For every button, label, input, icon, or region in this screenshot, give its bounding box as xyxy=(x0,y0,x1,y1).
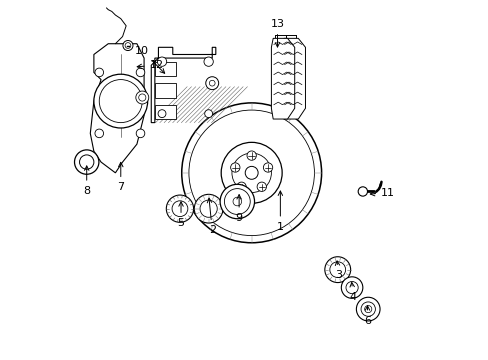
Circle shape xyxy=(341,277,362,298)
Bar xyxy=(155,83,176,98)
Circle shape xyxy=(246,151,256,160)
Polygon shape xyxy=(282,39,305,119)
Circle shape xyxy=(220,184,254,219)
Text: 3: 3 xyxy=(334,261,341,280)
Circle shape xyxy=(182,103,321,243)
Text: 1: 1 xyxy=(276,191,283,231)
Circle shape xyxy=(244,166,258,179)
Circle shape xyxy=(157,57,166,66)
Circle shape xyxy=(136,91,148,104)
Circle shape xyxy=(136,129,144,138)
Text: 13: 13 xyxy=(270,19,284,47)
Circle shape xyxy=(158,110,165,118)
Circle shape xyxy=(357,187,367,196)
Circle shape xyxy=(94,74,147,128)
Text: 5: 5 xyxy=(177,202,184,228)
Bar xyxy=(155,105,176,119)
Circle shape xyxy=(204,110,212,118)
Text: 8: 8 xyxy=(83,166,90,196)
Circle shape xyxy=(221,142,282,203)
Bar xyxy=(155,62,176,76)
Circle shape xyxy=(236,182,246,192)
Circle shape xyxy=(230,163,240,172)
Circle shape xyxy=(136,68,144,77)
Circle shape xyxy=(324,257,350,283)
Circle shape xyxy=(203,57,213,66)
Circle shape xyxy=(122,41,133,50)
Circle shape xyxy=(166,195,193,222)
Text: 7: 7 xyxy=(117,162,124,192)
Text: 12: 12 xyxy=(137,60,163,70)
Circle shape xyxy=(356,297,379,321)
Text: 10: 10 xyxy=(135,46,164,73)
Circle shape xyxy=(74,150,99,174)
Circle shape xyxy=(263,163,272,172)
Polygon shape xyxy=(271,39,294,119)
Circle shape xyxy=(257,182,266,192)
Text: 6: 6 xyxy=(363,306,370,325)
Circle shape xyxy=(194,194,223,223)
Circle shape xyxy=(95,129,103,138)
Text: 4: 4 xyxy=(349,283,356,302)
Polygon shape xyxy=(90,44,144,173)
Polygon shape xyxy=(151,47,215,123)
Circle shape xyxy=(95,68,103,77)
Text: 11: 11 xyxy=(369,188,394,198)
Circle shape xyxy=(205,77,218,90)
Text: 2: 2 xyxy=(207,198,215,235)
Text: 9: 9 xyxy=(235,195,242,222)
